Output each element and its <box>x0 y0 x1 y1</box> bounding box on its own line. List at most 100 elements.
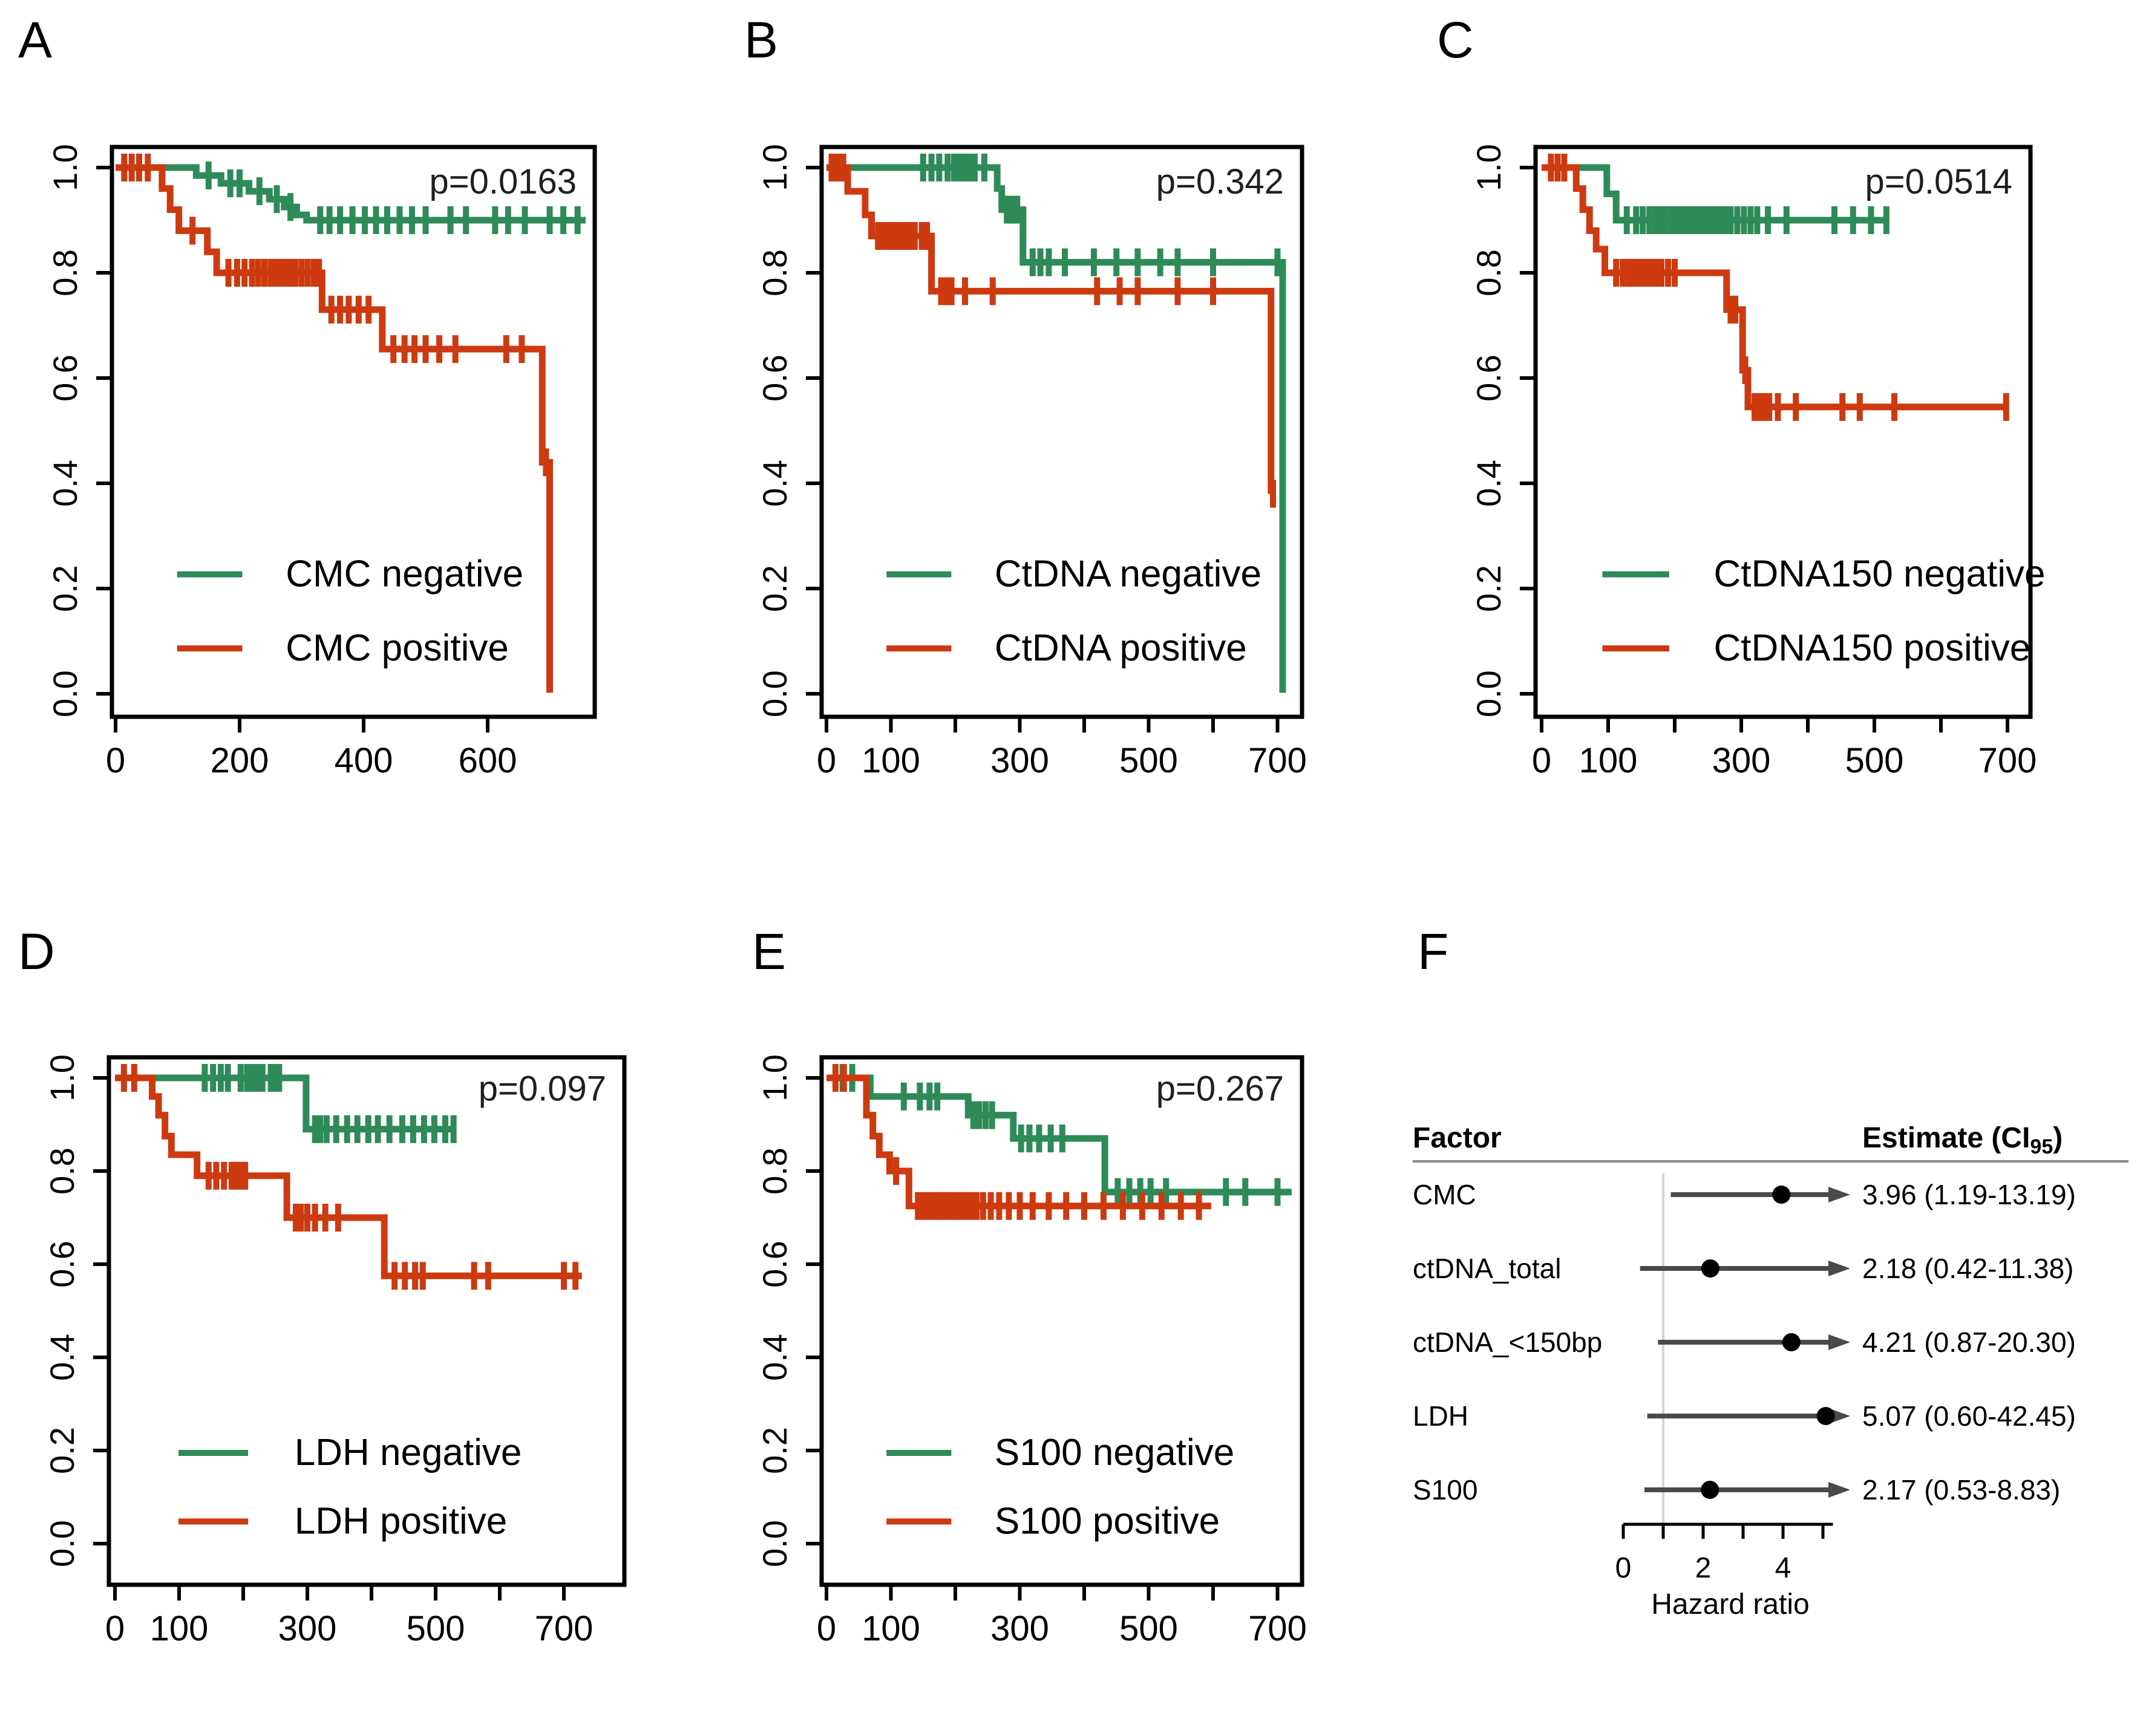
x-tick-label: 300 <box>990 1609 1049 1648</box>
y-tick-label: 0.8 <box>1470 249 1508 296</box>
forest-row-factor: LDH <box>1413 1400 1468 1432</box>
y-tick-label: 0.2 <box>756 1427 794 1474</box>
legend-label-positive: CtDNA positive <box>995 627 1247 669</box>
x-tick-label: 400 <box>335 741 393 780</box>
km-panel-D: 0.0 0.2 0.4 0.6 0.8 1.0 0 100 300 500 700 p=0.097 LD… <box>43 1054 627 1648</box>
km-panel-C: 0.0 0.2 0.4 0.6 0.8 1.0 0 100 300 500 700 p=0.0514 C… <box>1470 144 2045 780</box>
y-tick-label: 0.8 <box>43 1147 81 1195</box>
plot-border <box>1533 145 2033 719</box>
y-tick-label: 0.8 <box>756 1147 794 1195</box>
x-tick-label: 700 <box>1978 741 2037 780</box>
plot-border <box>106 1055 627 1587</box>
y-tick-label: 0.6 <box>1470 354 1508 402</box>
y-tick-label: 0.4 <box>46 460 84 507</box>
x-tick-label: 0 <box>817 1609 836 1648</box>
x-tick-label: 100 <box>150 1609 209 1648</box>
forest-x-tick-label: 4 <box>1775 1552 1791 1584</box>
panel-letter-F: F <box>1418 923 1448 980</box>
forest-row-estimate: 4.21 (0.87-20.30) <box>1862 1326 2076 1358</box>
legend-label-negative: S100 negative <box>995 1432 1234 1473</box>
forest-row-factor: S100 <box>1413 1474 1477 1506</box>
panel-letter-B: B <box>744 11 778 68</box>
km-panel-E: 0.0 0.2 0.4 0.6 0.8 1.0 0 100 300 500 700 p=0.267 S1… <box>756 1054 1307 1648</box>
x-tick-label: 500 <box>1119 1609 1178 1648</box>
km-curve-positive <box>826 164 1275 494</box>
ci-arrow-right-icon <box>1828 1482 1850 1498</box>
km-curve-negative <box>826 164 1286 693</box>
forest-panel-F: Factor Estimate (CI95) CMC 3.96 (1.19-13.19… <box>1413 1122 2128 1620</box>
y-tick-label: 0.2 <box>756 565 794 612</box>
y-tick-label: 0.0 <box>756 670 794 717</box>
y-tick-label: 1.0 <box>756 1054 794 1101</box>
km-panel-A: 0.0 0.2 0.4 0.6 0.8 1.0 0 200 400 600 p=0.0163 CMC … <box>46 144 597 780</box>
y-tick-label: 0.6 <box>43 1241 81 1288</box>
y-tick-label: 0.6 <box>756 1241 794 1288</box>
estimate-dot <box>1772 1186 1791 1204</box>
plot-border <box>819 1055 1304 1587</box>
x-tick-label: 0 <box>105 1609 125 1648</box>
x-tick-label: 700 <box>1248 1609 1307 1648</box>
ci-arrow-right-icon <box>1828 1334 1850 1350</box>
estimate-dot <box>1701 1481 1719 1499</box>
y-tick-label: 1.0 <box>756 144 794 191</box>
panel-letter-A: A <box>18 11 52 68</box>
x-tick-label: 100 <box>862 1609 920 1648</box>
y-tick-label: 0.0 <box>43 1520 81 1567</box>
y-tick-label: 1.0 <box>1470 144 1508 191</box>
plot-border <box>110 145 597 719</box>
forest-header-estimate: Estimate (CI95) <box>1862 1122 2063 1158</box>
p-value-label: p=0.267 <box>1156 1069 1284 1109</box>
forest-row-factor: ctDNA_total <box>1413 1253 1561 1284</box>
estimate-dot <box>1816 1407 1835 1425</box>
legend-label-negative: CtDNA150 negative <box>1713 553 2045 595</box>
forest-row-estimate: 2.18 (0.42-11.38) <box>1862 1253 2074 1284</box>
km-panel-B: 0.0 0.2 0.4 0.6 0.8 1.0 0 100 300 500 700 p=0.342 Ct… <box>756 144 1307 780</box>
x-tick-label: 200 <box>211 741 269 780</box>
panel-letter-D: D <box>18 923 55 980</box>
y-tick-label: 0.2 <box>46 565 84 612</box>
forest-row-factor: CMC <box>1413 1179 1476 1210</box>
legend-label-positive: CMC positive <box>286 627 509 669</box>
y-tick-label: 0.4 <box>756 1334 794 1381</box>
x-tick-label: 500 <box>407 1609 465 1648</box>
x-tick-label: 600 <box>459 741 517 780</box>
forest-x-tick-label: 2 <box>1695 1552 1712 1584</box>
x-tick-label: 0 <box>1532 741 1551 780</box>
plot-border <box>819 145 1304 719</box>
x-tick-label: 300 <box>278 1609 337 1648</box>
legend-label-positive: S100 positive <box>995 1500 1220 1542</box>
forest-row-factor: ctDNA_<150bp <box>1413 1326 1602 1358</box>
x-tick-label: 0 <box>106 741 125 780</box>
km-curve-positive <box>116 164 553 693</box>
legend-label-positive: LDH positive <box>295 1500 507 1542</box>
x-tick-label: 700 <box>535 1609 594 1648</box>
forest-row-estimate: 3.96 (1.19-13.19) <box>1862 1179 2076 1210</box>
y-tick-label: 0.4 <box>43 1334 81 1381</box>
x-tick-label: 100 <box>1579 741 1638 780</box>
y-tick-label: 0.4 <box>756 460 794 507</box>
forest-x-axis-title: Hazard ratio <box>1651 1588 1809 1620</box>
x-tick-label: 300 <box>1712 741 1771 780</box>
km-curve-positive <box>826 1074 1211 1210</box>
legend-label-negative: LDH negative <box>295 1432 522 1473</box>
p-value-label: p=0.0514 <box>1865 162 2012 201</box>
x-tick-label: 700 <box>1248 741 1307 780</box>
y-tick-label: 1.0 <box>43 1054 81 1101</box>
estimate-dot <box>1701 1259 1719 1278</box>
km-curve-positive <box>1542 164 2009 411</box>
x-tick-label: 100 <box>862 741 920 780</box>
forest-x-tick-label: 0 <box>1615 1552 1632 1584</box>
y-tick-label: 0.0 <box>46 670 84 717</box>
x-tick-label: 300 <box>990 741 1049 780</box>
x-tick-label: 500 <box>1845 741 1904 780</box>
ci-arrow-right-icon <box>1828 1261 1850 1276</box>
forest-row-estimate: 2.17 (0.53-8.83) <box>1862 1474 2060 1506</box>
y-tick-label: 0.6 <box>46 354 84 402</box>
legend-label-negative: CtDNA negative <box>995 553 1261 595</box>
x-tick-label: 500 <box>1119 741 1178 780</box>
y-tick-label: 0.2 <box>1470 565 1508 612</box>
y-tick-label: 0.6 <box>756 354 794 402</box>
y-tick-label: 1.0 <box>46 144 84 191</box>
